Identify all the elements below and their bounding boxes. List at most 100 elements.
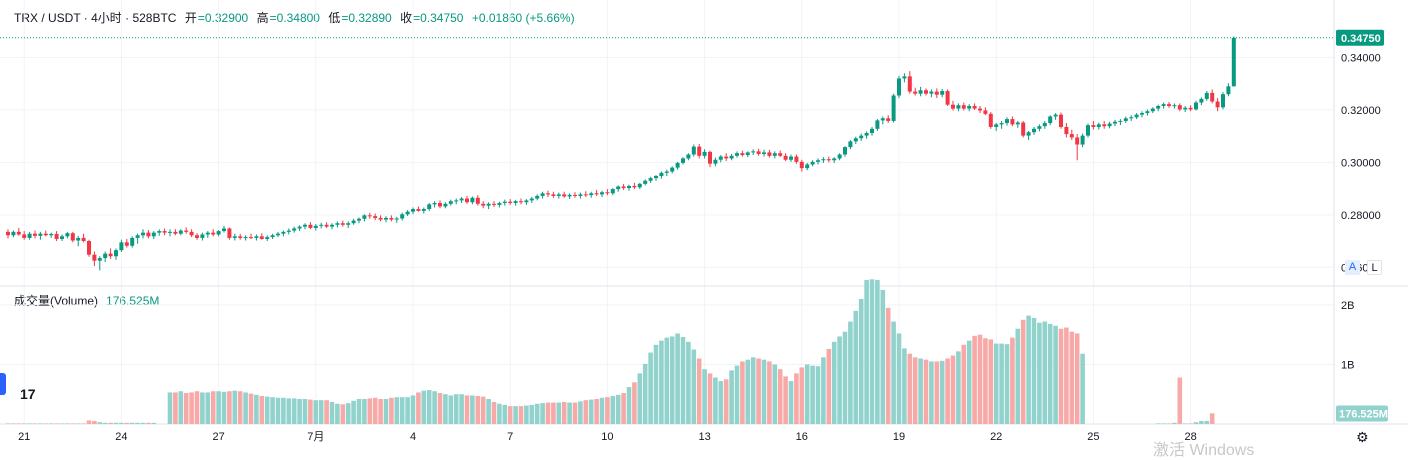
candle-body [443,203,448,207]
candle-body [1064,126,1069,135]
volume-bar [869,279,875,424]
candle-body [486,203,491,206]
time-tick-label: 22 [990,431,1002,443]
candle-body [508,201,513,204]
candle-body [713,159,718,164]
volume-bar [907,353,913,424]
volume-bar [750,357,756,424]
volume-bar [27,423,32,424]
volume-bar [1069,331,1075,424]
volume-bar [1188,423,1193,424]
volume-bar [723,379,729,424]
candle-body [205,232,210,235]
time-tick-label: 10 [601,431,613,443]
candle-body [1172,105,1177,107]
candle-body [1215,101,1220,108]
candle-body [330,224,334,227]
candle-body [767,152,772,156]
candle-body [1010,119,1015,125]
candle-body [1199,98,1204,103]
volume-bar [491,401,497,424]
volume-bar [664,337,670,424]
volume-bar [378,398,383,424]
volume-bar [1074,333,1080,424]
candle-body [6,231,10,236]
side-panel-toggle[interactable] [0,373,6,395]
candle-body [81,237,86,242]
log-scale-button[interactable]: L [1367,260,1382,275]
time-tick-label: 7月 [307,431,324,443]
candle-body [691,146,696,155]
volume-bar [351,400,356,424]
symbol-title[interactable]: TRX / USDT · 4小时 · 528BTC [14,11,177,25]
volume-bar [707,373,713,424]
candle-body [389,217,394,220]
volume-bar [221,391,227,424]
auto-scale-button[interactable]: A [1345,260,1360,275]
candle-body [1129,117,1134,119]
volume-bar [993,343,999,424]
price-tick-label: 0.32000 [1341,105,1381,117]
volume-bar [718,381,724,424]
candle-body [135,235,140,238]
candle-body [346,223,351,225]
volume-bar [804,364,810,424]
volume-bar [1031,317,1037,424]
volume-bar [448,395,454,424]
candle-body [1188,107,1193,110]
candle-body [724,156,729,159]
volume-bar [21,423,27,424]
candle-body [1053,114,1058,117]
candle-body [1194,102,1198,110]
volume-bar [5,423,11,424]
candle-body [810,161,815,165]
candle-body [967,105,972,109]
last-price-label: 0.34750 [1341,33,1381,45]
volume-bar [497,403,502,424]
volume-bar [653,344,659,424]
volume-bar [372,397,378,424]
candle-body [151,232,156,237]
candle-body [200,234,205,238]
candle-body [184,230,189,232]
candle-body [1086,125,1090,136]
candle-body [141,232,145,236]
candle-body [195,235,199,238]
gear-icon[interactable]: ⚙ [1356,429,1369,445]
candle-body [988,113,993,127]
volume-bar [686,341,691,424]
candle-body [70,233,75,241]
volume-bar [610,396,616,424]
candle-body [367,215,372,217]
volume-bar [761,359,767,424]
volume-bar [194,391,200,424]
volume-bar [729,370,734,424]
candle-body [146,232,151,237]
volume-bar [983,338,988,424]
volume-bar [831,341,837,424]
candle-body [384,217,388,220]
volume-bar [216,391,221,424]
candle-body [211,232,216,235]
candle-body [762,152,766,154]
candle-body [427,204,432,210]
volume-bar [486,398,491,424]
volume-bar [815,366,821,424]
candle-body [178,230,183,234]
volume-bar [675,333,680,424]
candle-body [49,233,54,236]
tradingview-logo-icon[interactable]: 17 [20,386,36,402]
candle-body [1231,37,1236,87]
time-tick-label: 16 [796,431,808,443]
volume-bar [783,376,788,424]
candle-body [686,154,691,159]
price-chart[interactable]: 0.260000.280000.300000.320000.340000.347… [0,0,1408,450]
candle-body [400,214,405,219]
candle-body [924,90,928,94]
candle-body [405,211,410,215]
volume-bar [416,392,421,424]
candle-body [1134,114,1139,118]
candle-body [951,104,955,109]
volume-bar [799,367,805,424]
price-tick-label: 0.28000 [1341,210,1381,222]
